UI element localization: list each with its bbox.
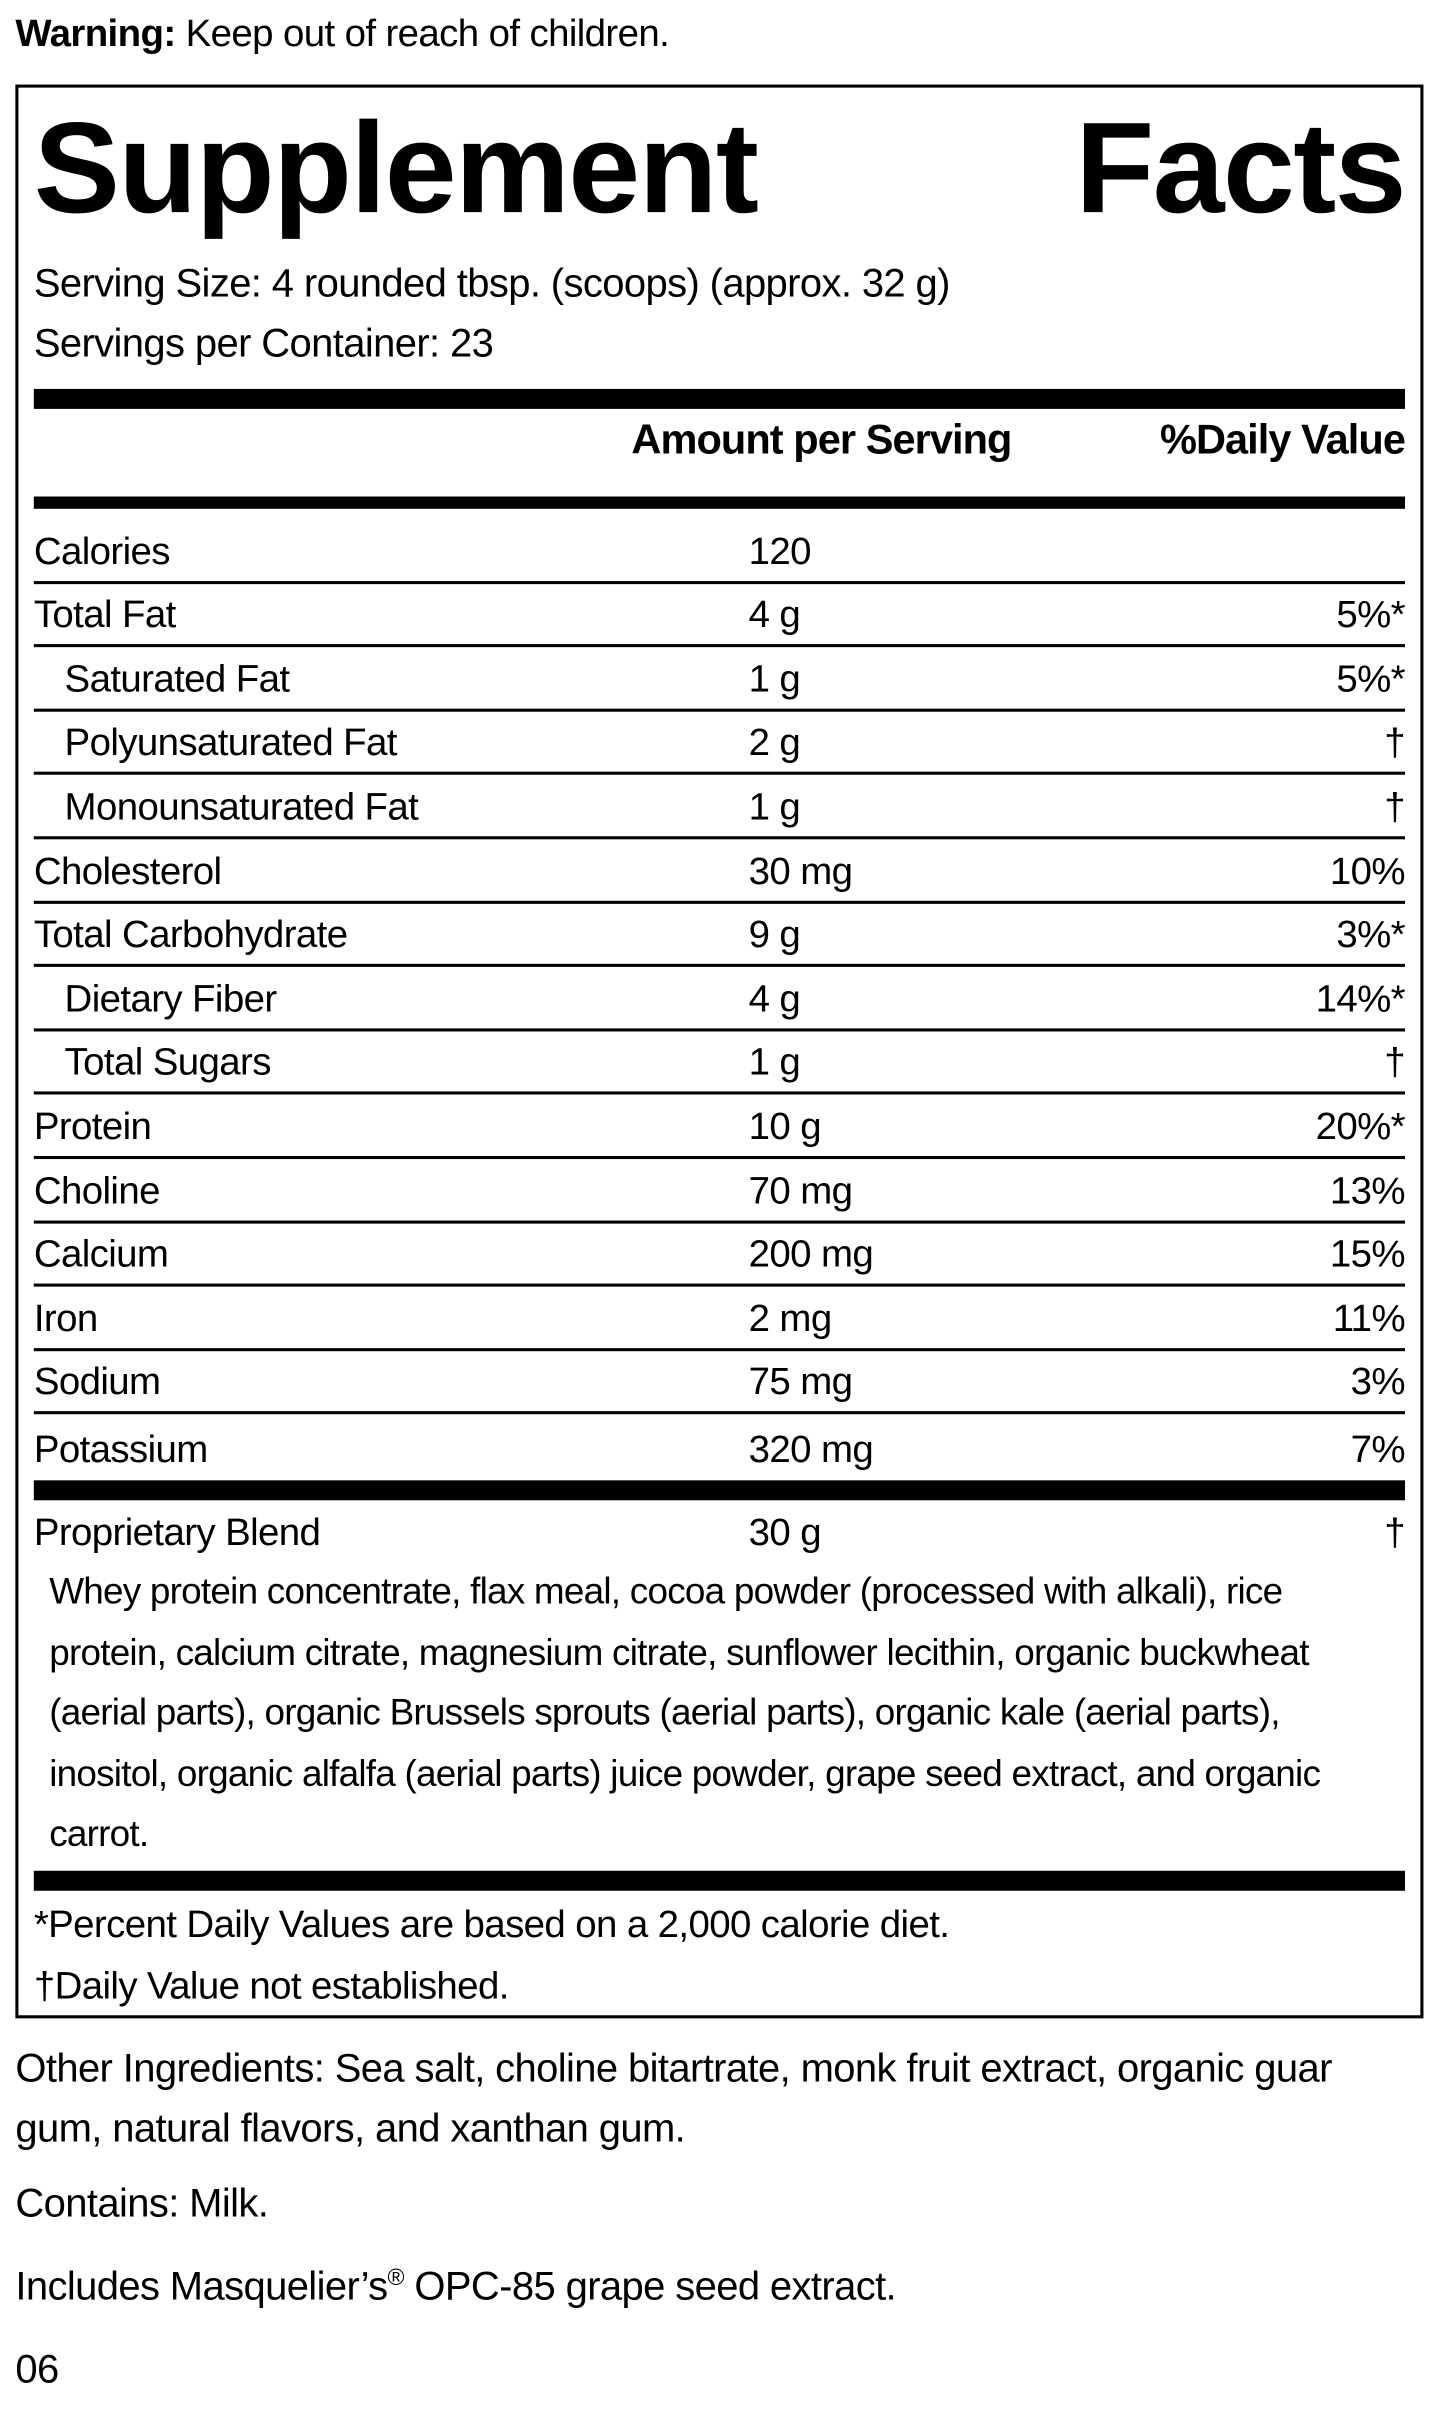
nutrient-dv: 3%* [1336,913,1406,957]
medium-rule [33,496,1406,509]
includes-text: OPC-85 grape seed extract. [403,2262,897,2309]
warning-text: Keep out of reach of children. [185,12,670,56]
nutrient-amount: 1 g [748,1041,801,1085]
nutrient-dv: 5%* [1336,657,1406,701]
nutrient-amount: 4 g [748,977,801,1021]
nutrient-name: Calcium [33,1233,169,1277]
nutrient-row: Total Carbohydrate 9 g 3%* [33,903,1406,968]
nutrient-name: Monounsaturated Fat [64,785,419,829]
lot-code: 06 [15,2345,59,2392]
nutrient-dv: 14%* [1315,977,1406,1021]
nutrient-amount: 2 g [748,721,801,765]
nutrient-dv: 3% [1350,1360,1406,1404]
nutrient-rows: Calories 120 Total Fat 4 g 5%* Saturated Fat 1… [33,520,1406,1479]
nutrient-amount: 75 mg [748,1360,853,1404]
nutrient-name: Total Fat [33,593,176,637]
includes: Includes Masquelier’s® OPC-85 grape seed… [15,2263,896,2311]
nutrient-name: Polyunsaturated Fat [64,721,398,765]
nutrient-dv: 5%* [1336,593,1406,637]
nutrient-name: Choline [33,1169,161,1213]
nutrient-amount: 120 [748,529,812,573]
nutrient-amount: 70 mg [748,1169,853,1213]
nutrient-dv: 10% [1329,849,1406,893]
nutrient-row: Total Fat 4 g 5%* [33,584,1406,648]
contains: Contains: Milk. [15,2179,269,2226]
nutrient-row: Choline 70 mg 13% [33,1159,1406,1223]
thick-rule [33,1480,1406,1501]
serving-size: Serving Size: 4 rounded tbsp. (scoops) (… [33,259,951,306]
amount-header: Amount per Serving [631,416,1012,463]
nutrient-amount: 320 mg [748,1427,874,1471]
nutrient-amount: 9 g [748,913,801,957]
dv-header: %Daily Value [1159,416,1406,463]
nutrient-row: Iron 2 mg 11% [33,1287,1406,1351]
blend-amount: 30 g [748,1511,822,1555]
nutrient-dv: † [1384,721,1406,765]
thick-rule [33,1870,1406,1891]
nutrient-row: Sodium 75 mg 3% [33,1351,1406,1415]
nutrient-name: Sodium [33,1360,161,1404]
serving-info: Serving Size: 4 rounded tbsp. (scoops) (… [34,254,1405,374]
thick-rule [33,388,1406,409]
panel-title: Supplement Facts [33,95,1407,240]
nutrient-row: Calcium 200 mg 15% [33,1223,1406,1287]
nutrient-dv: 15% [1329,1233,1406,1277]
nutrient-row: Dietary Fiber 4 g 14%* [33,967,1406,1032]
nutrient-name: Cholesterol [33,849,222,893]
nutrient-row: Polyunsaturated Fat 2 g † [33,711,1406,776]
nutrient-name: Potassium [33,1427,209,1471]
nutrient-row: Total Sugars 1 g † [33,1031,1406,1096]
nutrient-row: Potassium 320 mg 7% [33,1415,1406,1479]
nutrient-name: Total Carbohydrate [33,913,348,957]
includes-text: Includes Masquelier’s [15,2262,388,2309]
nutrient-dv: 7% [1350,1427,1406,1471]
blend-row: Proprietary Blend 30 g † [33,1500,1406,1561]
nutrient-row: Saturated Fat 1 g 5%* [33,647,1406,712]
other-ingredients: Other Ingredients: Sea salt, choline bit… [15,2044,1332,2150]
blend: Proprietary Blend 30 g † Whey protein conc… [33,1500,1406,1865]
footnote: †Daily Value not established. [33,1963,510,2007]
nutrient-row: Monounsaturated Fat 1 g † [33,775,1406,840]
nutrient-name: Iron [33,1296,98,1341]
nutrient-dv: † [1384,1041,1406,1085]
nutrient-row: Protein 10 g 20%* [33,1095,1406,1159]
blend-dv: † [1384,1511,1406,1555]
nutrient-dv: 11% [1332,1296,1406,1341]
nutrient-name: Dietary Fiber [64,977,278,1021]
nutrient-row: Calories 120 [33,520,1406,584]
footnotes: *Percent Daily Values are based on a 2,0… [34,1895,1405,2016]
blend-name: Proprietary Blend [33,1511,321,1555]
nutrient-amount: 2 mg [748,1296,833,1341]
servings-per-container: Servings per Container: 23 [33,319,494,366]
blend-ingredients: Whey protein concentrate, flax meal, coc… [49,1571,1321,1856]
nutrient-amount: 1 g [748,657,801,701]
warning: Warning: Keep out of reach of children. [15,12,669,57]
nutrient-amount: 1 g [748,785,801,829]
nutrient-amount: 4 g [748,593,801,637]
column-header: Amount per Serving %Daily Value [34,417,1405,478]
nutrient-name: Total Sugars [64,1041,272,1085]
nutrient-row: Cholesterol 30 mg 10% [33,839,1406,904]
warning-label: Warning: [15,12,176,56]
nutrient-dv: 13% [1329,1169,1406,1213]
nutrient-name: Protein [33,1105,152,1149]
registered-mark: ® [387,2264,405,2291]
nutrient-amount: 30 mg [748,849,853,893]
nutrient-dv: † [1384,785,1406,829]
nutrient-amount: 10 g [748,1105,822,1149]
footnote: *Percent Daily Values are based on a 2,0… [33,1903,950,1947]
facts-panel: Supplement Facts Serving Size: 4 rounded… [15,84,1424,2019]
nutrient-name: Calories [33,529,171,573]
nutrient-name: Saturated Fat [64,657,290,701]
nutrient-amount: 200 mg [748,1233,874,1277]
nutrient-dv: 20%* [1315,1105,1406,1149]
